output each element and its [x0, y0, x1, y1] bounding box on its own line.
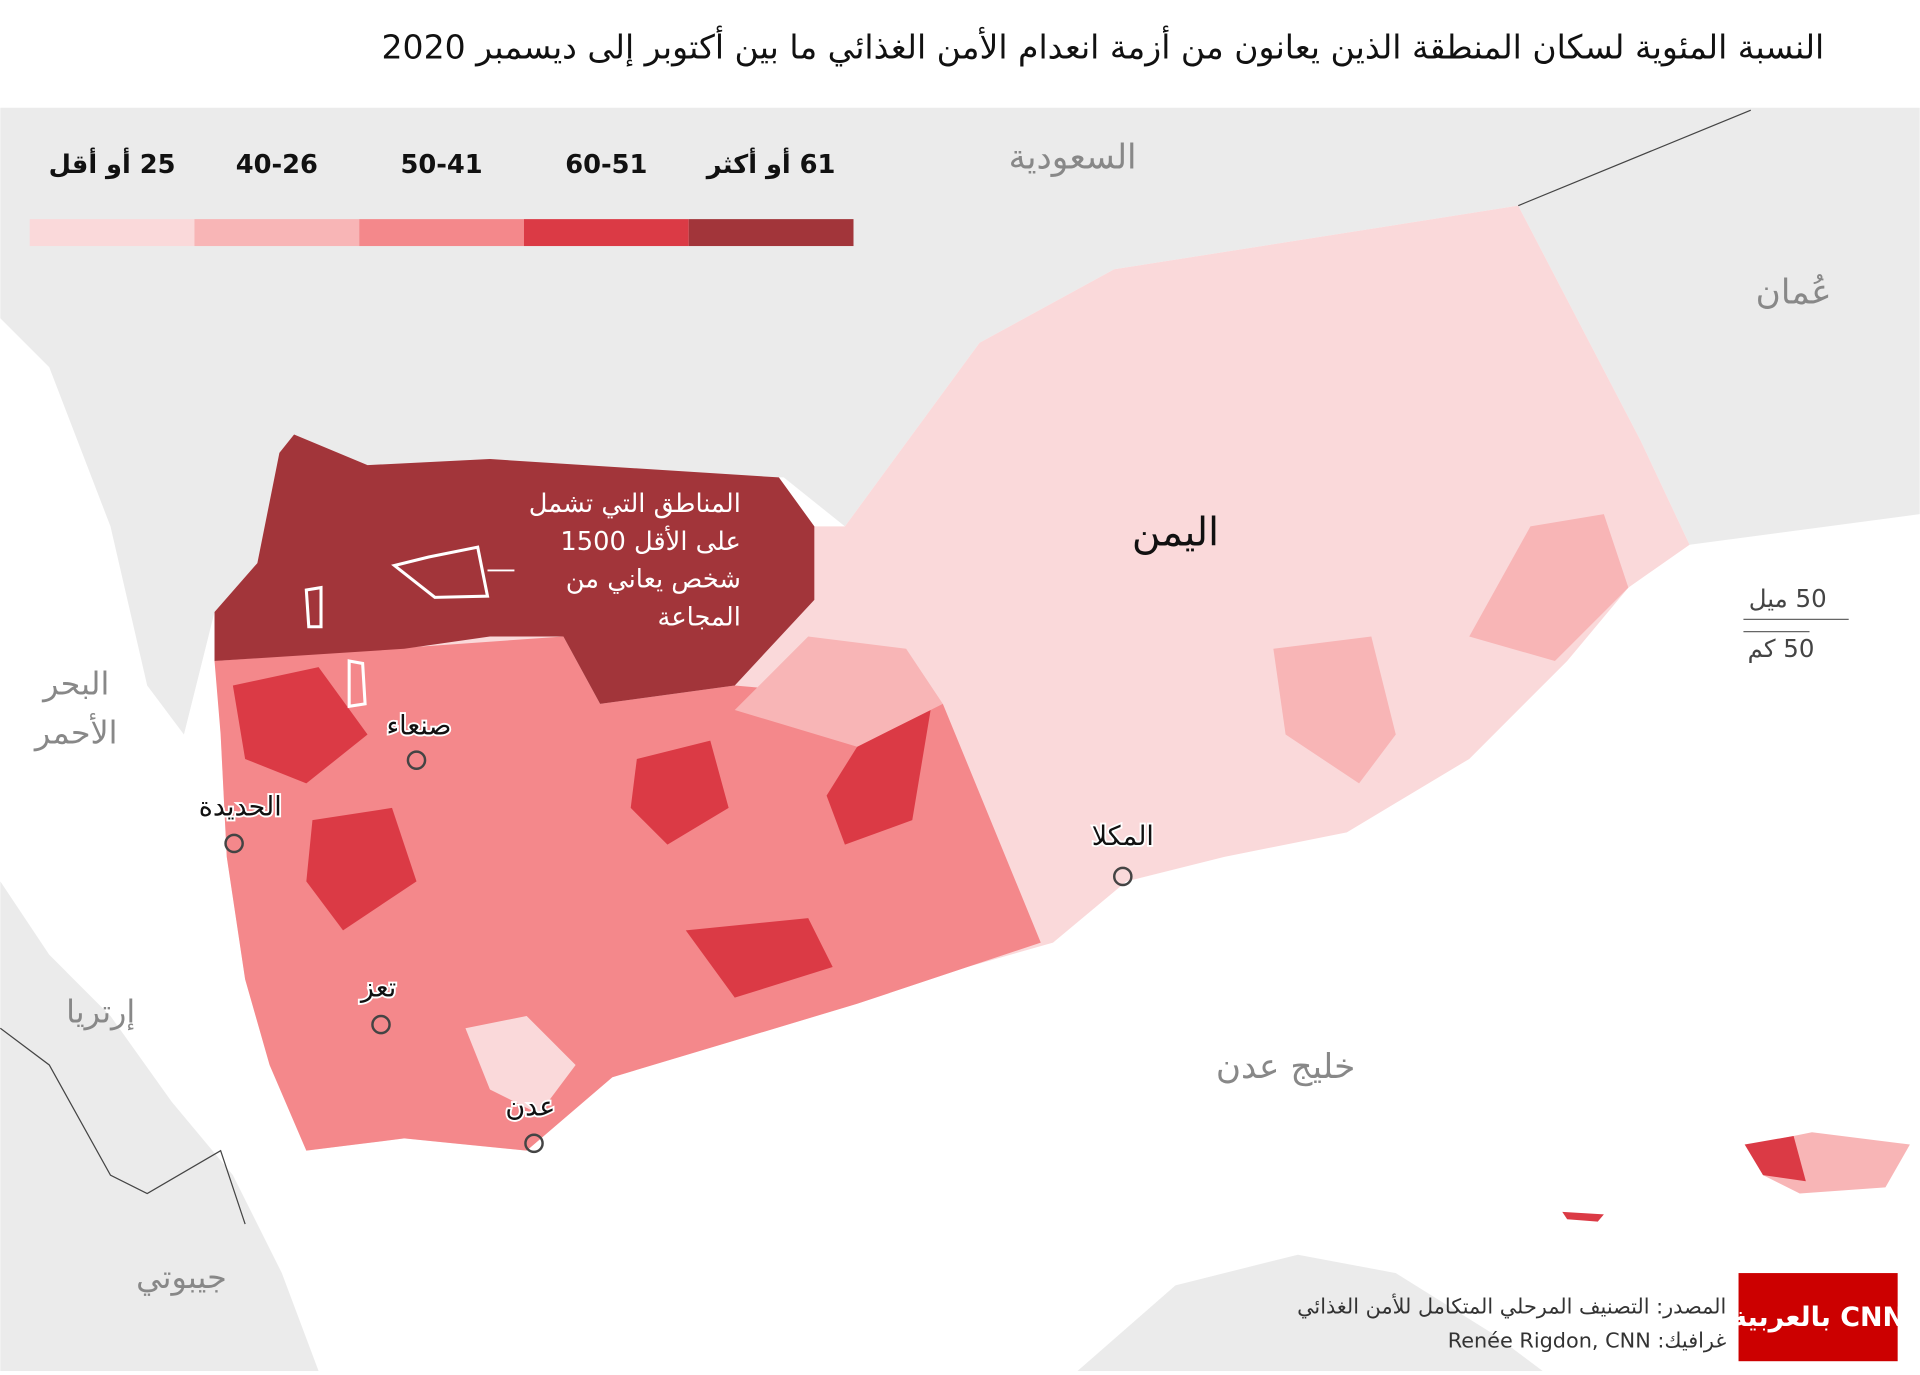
city-marker — [371, 1014, 391, 1035]
region — [232, 667, 368, 784]
annotation-text: المجاعة — [658, 603, 741, 633]
region — [214, 434, 815, 704]
region — [630, 740, 729, 845]
footer: المصدر: التصنيف المرحلي المتكامل للأمن ا… — [1297, 1273, 1905, 1362]
legend-swatch — [523, 219, 689, 247]
city-marker — [224, 833, 244, 854]
logo: بالعربية CNN — [1731, 1302, 1905, 1333]
legend-label: 50-41 — [401, 150, 483, 180]
legend-swatch — [688, 219, 854, 247]
city-marker — [1113, 866, 1133, 887]
famine-areas — [304, 545, 490, 709]
city-label: المكلا — [1092, 821, 1154, 852]
logo-box — [1738, 1273, 1898, 1362]
sea-label: البحر — [41, 665, 109, 703]
scale-label: 50 كم — [1748, 634, 1815, 663]
country-label: إرتريا — [66, 993, 135, 1031]
scale-label: 50 ميل — [1749, 584, 1827, 613]
legend-swatch — [194, 219, 360, 247]
annotation-text: المناطق التي تشمل — [529, 489, 741, 519]
region — [734, 636, 943, 747]
city-label: عدن — [505, 1091, 555, 1122]
city-marker — [406, 750, 427, 770]
country-label: اليمن — [1132, 510, 1219, 555]
border — [1517, 109, 1752, 207]
city-marker — [524, 1133, 544, 1154]
legend: 25 أو أقل 40-26 50-41 60-51 61 أو أكثر — [29, 147, 854, 247]
legend-label: 60-51 — [565, 150, 647, 180]
region — [465, 1016, 576, 1114]
legend-swatch — [359, 219, 524, 247]
legend-label: 61 أو أكثر — [705, 147, 836, 180]
title: النسبة المئوية لسكان المنطقة الذين يعانو… — [382, 25, 1825, 67]
city-label: تعز — [359, 973, 396, 1004]
island — [1744, 1135, 1806, 1182]
annotation: المناطق التي تشمل على الأقل 1500 شخص يعا… — [529, 489, 741, 633]
region — [826, 709, 931, 845]
land-africa — [0, 881, 319, 1371]
cities: صنعاء الحديدة تعز عدن المكلا — [197, 709, 1156, 1154]
city-label: الحديدة — [199, 791, 282, 822]
land-somalia — [1077, 1254, 1543, 1371]
legend-label: 25 أو أقل — [49, 147, 176, 180]
sea-label: خليج عدن — [1216, 1047, 1355, 1087]
annotation-text: شخص يعاني من — [566, 565, 741, 595]
country-label: عُمان — [1756, 272, 1832, 312]
famine-area — [304, 585, 323, 629]
country-label: جيبوتي — [136, 1258, 227, 1296]
scale-bar: 50 ميل 50 كم — [1743, 584, 1849, 663]
land-arabia — [0, 107, 1920, 735]
island — [1562, 1211, 1604, 1222]
legend-label: 40-26 — [236, 150, 318, 180]
famine-area — [347, 659, 367, 709]
city-label: صنعاء — [387, 711, 452, 742]
region — [1469, 514, 1629, 662]
region — [306, 807, 417, 931]
region — [685, 918, 833, 998]
annotation-text: على الأقل 1500 — [560, 524, 740, 557]
border — [0, 1027, 246, 1225]
famine-area — [391, 545, 490, 599]
legend-swatch — [29, 219, 195, 247]
source: المصدر: التصنيف المرحلي المتكامل للأمن ا… — [1297, 1293, 1726, 1318]
region — [1273, 636, 1396, 784]
region — [214, 636, 1041, 1151]
labels: السعودية عُمان اليمن إرتريا جيبوتي البحر… — [33, 138, 1832, 1297]
yemen — [214, 205, 1910, 1222]
sea-label: الأحمر — [33, 712, 118, 751]
credit: غرافيك: Renée Rigdon, CNN — [1448, 1329, 1727, 1353]
country-label: السعودية — [1009, 138, 1137, 178]
